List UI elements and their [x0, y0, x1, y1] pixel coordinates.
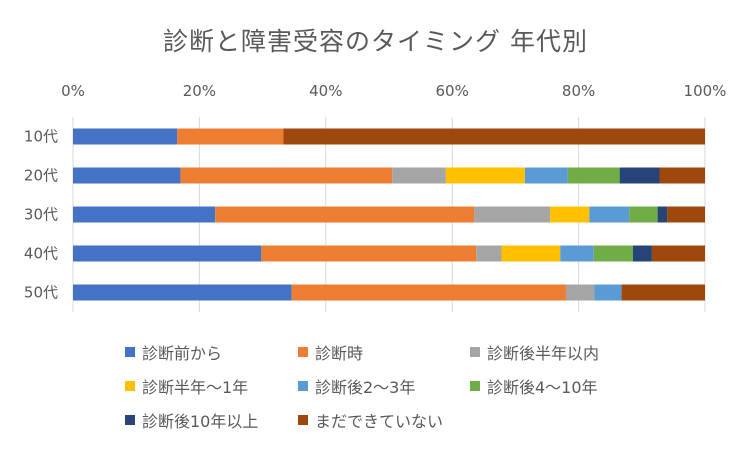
- bar-segment: [565, 284, 595, 301]
- x-tick-label: 20%: [183, 82, 216, 100]
- bar-segment: [632, 245, 652, 262]
- bar-segment: [659, 167, 705, 184]
- bar-segment: [593, 245, 633, 262]
- x-tick-label: 60%: [436, 82, 469, 100]
- chart-title: 診断と障害受容のタイミング 年代別: [163, 27, 588, 56]
- bar-segment: [474, 206, 551, 223]
- bar-segment: [651, 245, 705, 262]
- bar-segment: [621, 284, 705, 301]
- y-tick-label: 10代: [24, 128, 58, 146]
- x-tick-label: 40%: [309, 82, 342, 100]
- bar-segment: [291, 284, 566, 301]
- bar-segment: [501, 245, 561, 262]
- bar-segment: [73, 167, 181, 184]
- bar-segment: [180, 167, 393, 184]
- bar-segment: [567, 167, 620, 184]
- bar-segment: [629, 206, 658, 223]
- y-tick-label: 50代: [24, 284, 58, 302]
- bar-segment: [261, 245, 477, 262]
- bar-segment: [73, 284, 292, 301]
- bar-segment: [524, 167, 568, 184]
- y-tick-label: 20代: [24, 167, 58, 185]
- bar-segment: [657, 206, 668, 223]
- bar-segment: [73, 245, 262, 262]
- x-tick-label: 80%: [562, 82, 595, 100]
- y-tick-label: 40代: [24, 245, 58, 263]
- bar-segment: [445, 167, 525, 184]
- bar-segment: [619, 167, 660, 184]
- bar-segment: [177, 128, 284, 145]
- bar-segment: [594, 284, 622, 301]
- bar-segment: [476, 245, 502, 262]
- bar-segment: [73, 206, 216, 223]
- x-tick-label: 0%: [61, 82, 85, 100]
- bar-segment: [73, 128, 178, 145]
- bar-segment: [550, 206, 590, 223]
- y-tick-label: 30代: [24, 206, 58, 224]
- bar-segment: [392, 167, 446, 184]
- bar-segment: [560, 245, 594, 262]
- bar-segment: [667, 206, 705, 223]
- bar-segment: [283, 128, 705, 145]
- bar-segment: [215, 206, 475, 223]
- x-tick-label: 100%: [684, 82, 727, 100]
- bar-segment: [589, 206, 630, 223]
